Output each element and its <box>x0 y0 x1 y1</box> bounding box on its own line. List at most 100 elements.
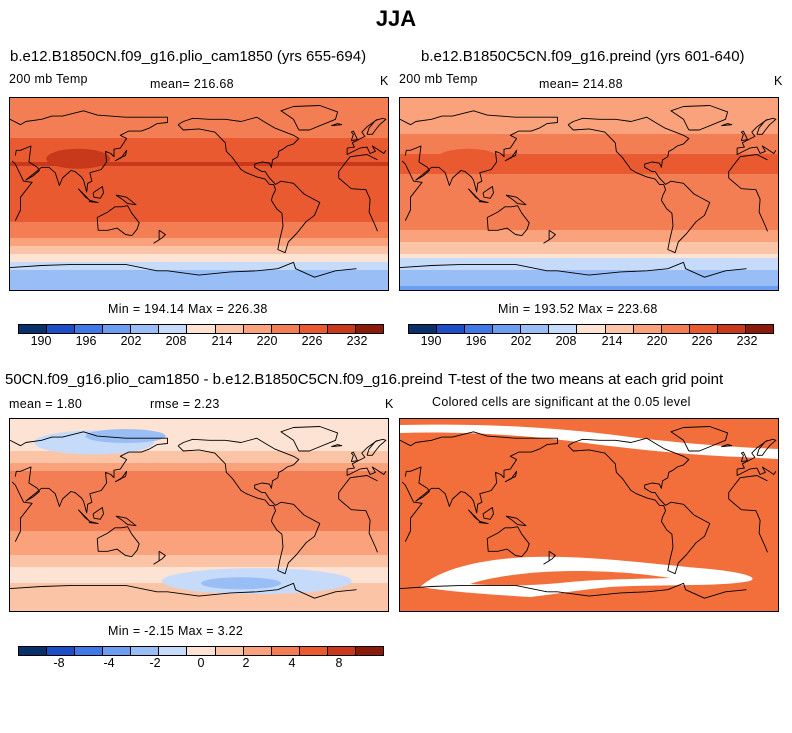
field-band <box>400 226 778 231</box>
panel3-rmse: rmse = 2.23 <box>150 397 220 411</box>
field-band <box>10 459 388 464</box>
field-band <box>10 427 388 432</box>
field-band <box>10 226 388 231</box>
field-band <box>10 118 388 123</box>
coastline <box>400 110 777 193</box>
coastline <box>482 186 494 199</box>
coastline <box>478 520 489 524</box>
panel4-title: T-test of the two means at each grid poi… <box>448 371 724 388</box>
panel4-field <box>400 419 778 611</box>
field-band <box>10 262 388 267</box>
panel3-map <box>9 418 389 612</box>
coastline <box>721 123 733 127</box>
coastline <box>504 470 518 483</box>
colorbar-box <box>243 325 272 333</box>
cbar2-tick: 232 <box>736 334 758 348</box>
panel2-field <box>400 98 778 290</box>
panel3-colorbar-ticks: -8 -4 -2 0 2 4 8 <box>0 656 392 672</box>
field-band <box>400 118 778 123</box>
coastline <box>504 149 518 162</box>
panel1-title: b.e12.B1850CN.f09_g16.plio_cam1850 (yrs … <box>10 48 367 65</box>
warm-anomaly <box>436 148 501 169</box>
field-band <box>10 214 388 219</box>
panel2-colorbar-ticks: 190 196 202 208 214 220 226 232 <box>390 334 792 350</box>
field-band <box>10 591 388 596</box>
field-band <box>400 278 778 283</box>
coastline <box>114 470 128 483</box>
field-band <box>10 190 388 195</box>
coastline <box>350 130 358 142</box>
field-band <box>400 286 778 290</box>
field-band <box>10 162 388 167</box>
field-band <box>10 270 388 275</box>
cbar2-tick: 196 <box>465 334 487 348</box>
cbar2-tick: 226 <box>691 334 713 348</box>
coastline <box>350 451 358 463</box>
coastline <box>11 475 378 553</box>
field-band <box>400 186 778 191</box>
field-band <box>10 603 388 608</box>
coastline <box>478 199 489 203</box>
cbar1-tick: 208 <box>165 334 187 348</box>
coastline <box>88 520 99 524</box>
field-band <box>10 491 388 496</box>
coastline <box>177 116 321 254</box>
panel3-mean: mean = 1.80 <box>9 397 83 411</box>
field-band <box>10 595 388 600</box>
field-band <box>10 451 388 456</box>
coastline <box>11 154 378 232</box>
colorbar-box <box>299 647 328 655</box>
field-band <box>10 130 388 135</box>
coastline <box>756 438 777 456</box>
colorbar-box <box>75 647 104 655</box>
colorbar-box <box>131 647 160 655</box>
field-band <box>10 146 388 151</box>
coastline <box>280 105 339 131</box>
panel4-map <box>399 418 779 612</box>
coastline <box>740 451 748 463</box>
field-band <box>400 202 778 207</box>
field-band <box>10 523 388 528</box>
cold-patch <box>85 429 166 444</box>
coastline <box>10 261 357 278</box>
coastline <box>486 205 530 237</box>
field-band <box>10 507 388 512</box>
field-band <box>10 419 388 424</box>
coastline <box>670 426 729 452</box>
field-band <box>400 106 778 111</box>
field-band <box>10 535 388 540</box>
field-band <box>10 222 388 227</box>
colorbar-box <box>187 647 216 655</box>
field-band <box>10 519 388 524</box>
field-band <box>10 246 388 251</box>
colorbar-box <box>47 647 76 655</box>
field-band <box>400 190 778 195</box>
coastline <box>366 438 387 456</box>
coastline <box>115 194 137 206</box>
coastline <box>153 550 166 565</box>
panel3-units: K <box>385 397 394 411</box>
field-band <box>10 547 388 552</box>
field-bands <box>400 98 778 290</box>
coastline <box>505 194 527 206</box>
cbar3-tick: -8 <box>53 656 65 670</box>
coastlines <box>10 426 387 599</box>
panel1-variable: 200 mb Temp <box>9 72 88 86</box>
coastline <box>740 130 748 142</box>
field-band <box>10 102 388 107</box>
field-band <box>10 543 388 548</box>
colorbar-box <box>131 325 160 333</box>
colorbar-box <box>745 325 774 333</box>
significant-core <box>470 571 670 586</box>
panel2-mean: mean= 214.88 <box>539 77 623 91</box>
field-band <box>10 166 388 171</box>
panel2-title: b.e12.B1850C5CN.f09_g16.preind (yrs 601-… <box>421 48 745 65</box>
field-band <box>400 138 778 143</box>
field-band <box>10 551 388 556</box>
field-band <box>400 198 778 203</box>
field-band <box>10 443 388 448</box>
field-band <box>10 563 388 568</box>
field-band <box>400 214 778 219</box>
panel4-subtitle: Colored cells are significant at the 0.0… <box>432 395 691 409</box>
